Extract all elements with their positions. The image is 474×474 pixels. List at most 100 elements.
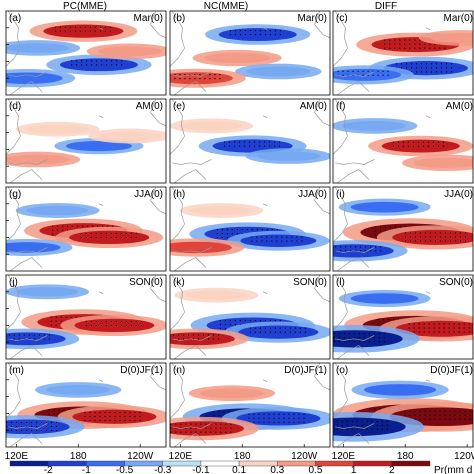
significance-dot: [271, 229, 273, 231]
coastline: [262, 379, 268, 382]
significance-dot: [458, 331, 460, 333]
significance-dot: [236, 229, 238, 231]
significance-dot: [449, 240, 452, 242]
significance-dot: [389, 226, 392, 228]
significance-dot: [404, 414, 406, 416]
significance-dot: [40, 429, 43, 432]
significance-dot: [342, 70, 344, 72]
significance-dot: [18, 338, 20, 340]
anomaly-negative: [333, 244, 394, 258]
anomaly-positive: [381, 139, 460, 153]
significance-dot: [336, 428, 338, 430]
significance-dot: [233, 141, 236, 143]
significance-dot: [234, 324, 236, 326]
significance-dot: [442, 141, 445, 143]
significance-dot: [409, 414, 411, 416]
significance-dot: [10, 421, 13, 424]
significance-dot: [429, 236, 432, 238]
coastline: [314, 275, 330, 303]
significance-dot: [114, 415, 116, 418]
significance-dot: [402, 141, 405, 143]
significance-dot: [139, 419, 141, 422]
significance-dot: [351, 420, 353, 422]
significance-dot: [434, 47, 436, 49]
significance-dot: [273, 145, 276, 147]
significance-dot: [278, 413, 280, 415]
anomaly-negative: [26, 205, 89, 216]
significance-dot: [417, 145, 420, 147]
significance-dot: [463, 331, 465, 333]
significance-dot: [13, 338, 15, 340]
coastline: [333, 187, 348, 243]
significance-dot: [72, 225, 74, 227]
significance-dot: [370, 250, 372, 252]
significance-dot: [394, 43, 396, 45]
coastline: [173, 81, 207, 95]
significance-dot: [94, 411, 96, 414]
significance-dot: [230, 431, 232, 433]
significance-dot: [444, 414, 446, 416]
significance-dot: [336, 420, 338, 422]
significance-dot: [400, 63, 403, 65]
significance-dot: [233, 145, 236, 147]
significance-dot: [59, 26, 62, 28]
significance-dot: [105, 232, 107, 235]
significance-dot: [442, 145, 445, 147]
significance-dot: [278, 417, 280, 419]
significance-dot: [303, 413, 305, 415]
significance-dot: [266, 240, 268, 242]
significance-dot: [84, 30, 87, 32]
significance-dot: [80, 232, 82, 235]
significance-dot: [423, 323, 425, 325]
significance-dot: [230, 427, 232, 429]
panel-c: (c) Mar(0): [332, 10, 474, 96]
significance-dot: [94, 30, 97, 32]
panel-frame: [169, 186, 331, 272]
significance-dot: [85, 324, 87, 327]
significance-dot: [418, 331, 420, 333]
significance-dot: [239, 34, 242, 36]
significance-dot: [357, 70, 359, 72]
significance-dot: [264, 331, 266, 333]
significance-dot: [341, 428, 343, 430]
significance-dot: [450, 63, 453, 65]
coastline: [333, 99, 348, 155]
significance-dot: [219, 74, 221, 76]
significance-dot: [335, 246, 337, 248]
significance-dot: [254, 331, 256, 333]
significance-dot: [345, 250, 347, 252]
coastline: [6, 11, 21, 67]
significance-dot: [379, 408, 381, 410]
significance-dot: [96, 64, 98, 66]
significance-dot: [200, 423, 202, 425]
significance-dot: [82, 225, 84, 227]
significance-dot: [420, 67, 423, 69]
significance-dot: [409, 43, 411, 45]
significance-dot: [429, 47, 431, 49]
significance-dot: [352, 70, 354, 72]
colorbar-tick-label: 0.5: [309, 465, 323, 474]
significance-dot: [424, 232, 427, 234]
panel-frame: [169, 10, 331, 96]
significance-dot: [205, 431, 207, 433]
significance-dot: [294, 331, 296, 333]
significance-dot: [373, 333, 375, 335]
coastline: [425, 203, 431, 206]
significance-dot: [422, 145, 425, 147]
significance-dot: [231, 229, 233, 231]
significance-dot: [109, 415, 111, 418]
panel-frame: [5, 362, 167, 448]
significance-dot: [404, 39, 406, 41]
significance-dot: [200, 431, 202, 433]
significance-dot: [50, 429, 53, 432]
anomaly-positive: [97, 46, 162, 57]
significance-dot: [372, 74, 374, 76]
significance-dot: [439, 47, 441, 49]
significance-dot: [54, 30, 57, 32]
significance-dot: [281, 240, 283, 242]
significance-dot: [445, 67, 448, 69]
significance-dot: [89, 26, 92, 28]
significance-dot: [469, 410, 471, 412]
significance-dot: [414, 43, 416, 45]
significance-dot: [239, 320, 241, 322]
